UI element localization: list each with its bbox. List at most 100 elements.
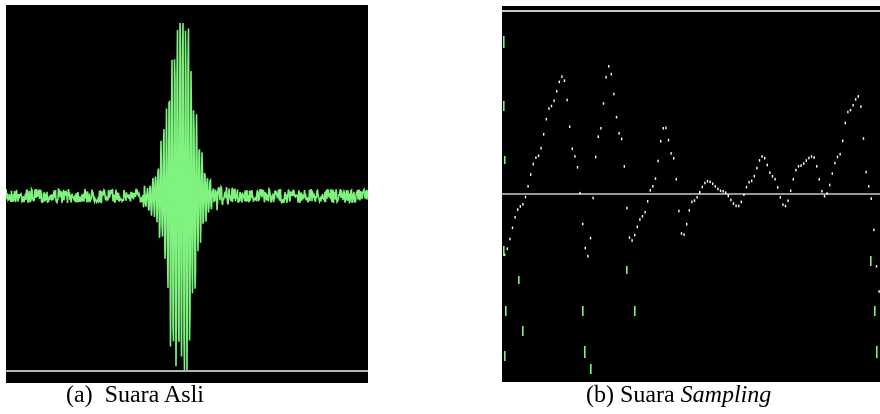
caption-b-label: (b) bbox=[586, 382, 614, 408]
sample-dot bbox=[823, 195, 826, 198]
sampled-waveform-plot bbox=[502, 10, 880, 374]
sample-dot bbox=[839, 152, 841, 156]
sample-dot bbox=[803, 162, 805, 165]
sample-dot bbox=[800, 164, 802, 167]
sample-dot bbox=[797, 165, 800, 168]
sample-dot bbox=[634, 233, 636, 237]
sample-dot bbox=[688, 209, 690, 212]
sample-dot bbox=[556, 90, 558, 93]
sample-dot bbox=[654, 177, 657, 180]
sample-dot bbox=[540, 147, 542, 150]
sample-dot bbox=[847, 110, 849, 114]
sample-dot bbox=[777, 186, 779, 189]
sample-dot bbox=[597, 135, 599, 138]
sample-dot bbox=[766, 163, 768, 167]
sample-dot bbox=[592, 196, 594, 200]
sample-dot bbox=[667, 138, 670, 142]
sample-dot bbox=[532, 162, 534, 166]
sample-dot bbox=[740, 200, 742, 204]
sample-dot bbox=[743, 193, 745, 196]
sample-dot bbox=[527, 185, 529, 188]
sample-dot bbox=[732, 202, 735, 205]
green-sample-tick bbox=[522, 326, 524, 336]
sample-dot bbox=[779, 196, 781, 199]
sample-dot bbox=[865, 170, 867, 174]
green-sample-tick bbox=[503, 36, 505, 48]
sample-dot bbox=[691, 200, 693, 204]
sample-dot bbox=[709, 180, 711, 184]
sample-dot bbox=[511, 226, 514, 230]
sample-dot bbox=[696, 196, 698, 199]
sample-dot bbox=[548, 107, 550, 110]
sample-dot bbox=[748, 180, 750, 184]
sample-dot bbox=[714, 185, 716, 188]
sample-dot bbox=[834, 161, 836, 165]
sample-dot bbox=[621, 137, 623, 141]
sample-dot bbox=[582, 222, 584, 226]
sample-dot bbox=[574, 155, 576, 158]
sample-dot bbox=[784, 204, 787, 208]
sample-dot bbox=[875, 265, 878, 268]
caption-b-italic-text: Sampling bbox=[680, 382, 772, 408]
caption-a-text: Suara Asli bbox=[104, 382, 204, 408]
sample-dot bbox=[631, 239, 633, 242]
sample-dot bbox=[719, 189, 722, 193]
sample-dot bbox=[579, 191, 581, 195]
sample-dot bbox=[576, 166, 579, 169]
sample-dot bbox=[680, 232, 683, 235]
green-sample-tick bbox=[504, 351, 506, 361]
sample-dot bbox=[771, 175, 774, 178]
sample-dot bbox=[647, 200, 649, 203]
sample-dot bbox=[615, 115, 618, 119]
sample-dot bbox=[660, 140, 662, 143]
sample-dot bbox=[816, 165, 818, 168]
sample-dot bbox=[649, 189, 651, 192]
sample-dot bbox=[626, 206, 628, 210]
sample-dot bbox=[569, 125, 571, 128]
sample-dot bbox=[782, 203, 784, 206]
green-sample-tick bbox=[584, 346, 586, 358]
sample-dot bbox=[665, 126, 667, 130]
green-sample-tick bbox=[626, 266, 628, 274]
sample-dot bbox=[699, 191, 701, 194]
sample-dot bbox=[686, 222, 688, 226]
sample-dot bbox=[553, 99, 555, 102]
sample-dot bbox=[751, 179, 753, 183]
sample-dot bbox=[706, 180, 709, 183]
sample-dot bbox=[623, 165, 625, 168]
caption-b-text: Suara bbox=[619, 382, 675, 408]
sample-dot bbox=[524, 195, 527, 199]
original-waveform-panel bbox=[6, 5, 368, 383]
sample-dot bbox=[722, 190, 724, 193]
sample-dot bbox=[792, 178, 794, 181]
caption-sampled: (b) Suara Sampling bbox=[586, 382, 771, 409]
green-sample-tick bbox=[505, 306, 507, 316]
sample-dot bbox=[675, 178, 677, 181]
sample-dot bbox=[595, 155, 597, 159]
sample-dot bbox=[639, 218, 641, 221]
sample-dot bbox=[628, 236, 631, 239]
sample-dot bbox=[563, 79, 566, 82]
green-sample-tick bbox=[634, 306, 636, 316]
sample-dot bbox=[610, 72, 612, 76]
sample-dot bbox=[514, 216, 516, 219]
sample-dot bbox=[608, 65, 610, 68]
sample-dot bbox=[618, 132, 620, 135]
sampled-waveform-panel bbox=[502, 6, 880, 382]
sample-dot bbox=[808, 156, 810, 160]
sample-dot bbox=[506, 247, 508, 250]
sample-dot bbox=[641, 215, 644, 218]
sample-dot bbox=[605, 76, 607, 79]
green-sample-tick bbox=[870, 256, 872, 266]
sample-dot bbox=[517, 208, 519, 211]
sample-dot bbox=[849, 108, 852, 112]
sample-dot bbox=[805, 159, 807, 162]
sample-dots bbox=[504, 65, 880, 293]
sample-dot bbox=[855, 98, 857, 101]
sample-dot bbox=[761, 155, 763, 158]
sample-dot bbox=[571, 147, 573, 150]
sample-dot bbox=[857, 95, 859, 98]
sample-dot bbox=[878, 290, 880, 293]
green-sample-tick bbox=[518, 276, 520, 284]
sample-dot bbox=[836, 155, 839, 159]
